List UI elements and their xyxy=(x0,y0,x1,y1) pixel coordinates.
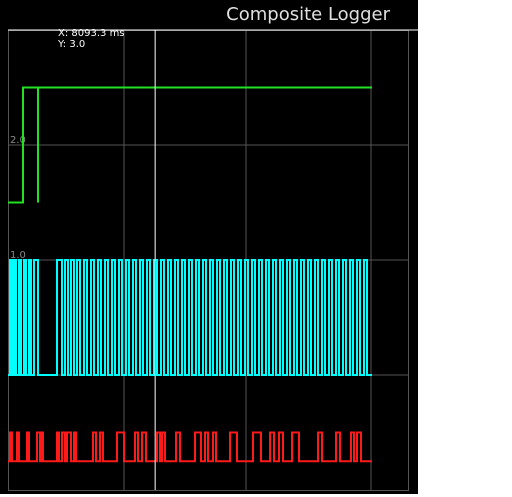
signal-trace xyxy=(8,86,372,204)
y-tick-label: 2.0 xyxy=(10,135,26,146)
signal-trace xyxy=(8,431,372,463)
panel-background xyxy=(0,0,418,494)
cursor-x-readout: X: 8093.3 ms xyxy=(58,28,125,39)
signal-trace xyxy=(8,259,372,376)
y-tick-label: 1.0 xyxy=(10,250,26,261)
chart-title: Composite Logger xyxy=(226,4,390,25)
cursor-y-readout: Y: 3.0 xyxy=(57,39,85,50)
